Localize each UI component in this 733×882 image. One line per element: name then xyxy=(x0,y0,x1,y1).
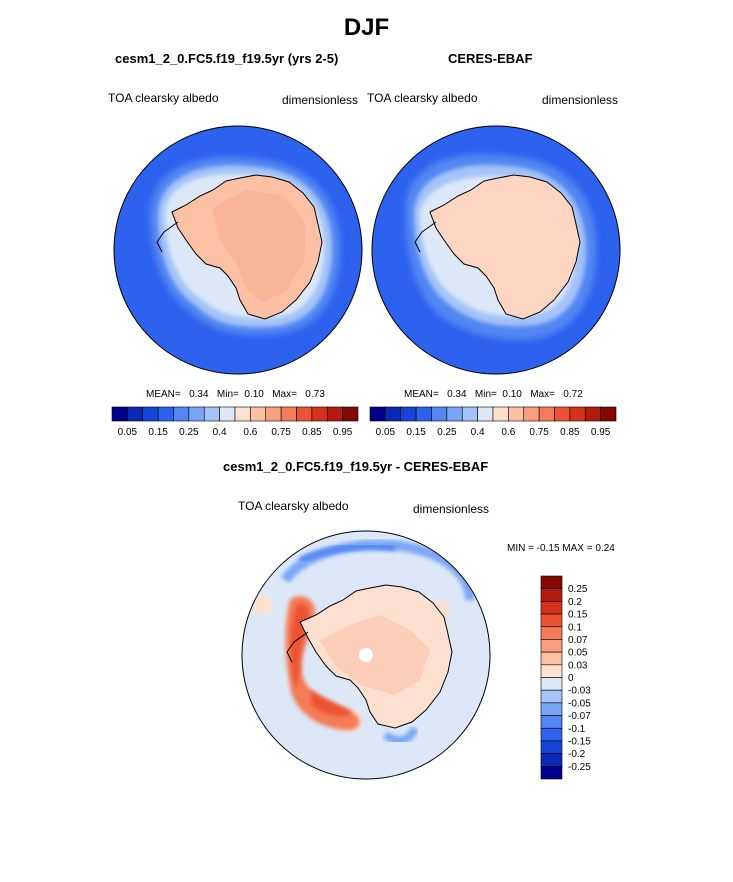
panel-1-units-label: dimensionless xyxy=(282,93,359,107)
colorbar-difference-swatch xyxy=(540,575,563,589)
panel-2-min: 0.10 xyxy=(502,389,522,400)
colorbar-difference-tick-label: -0.25 xyxy=(568,762,591,773)
colorbar-obs-tick-label: 0.85 xyxy=(560,427,580,438)
panel-3-minmax: MIN = -0.15 MAX = 0.24 xyxy=(507,543,615,554)
colorbar-difference-tick-label: -0.07 xyxy=(568,711,591,722)
colorbar-obs-tick-label: 0.05 xyxy=(376,427,396,438)
colorbar-model-swatch xyxy=(342,406,359,422)
colorbar-difference-swatch xyxy=(540,753,563,767)
colorbar-difference-swatch xyxy=(540,689,563,704)
panel-2-max-label: Max= xyxy=(530,389,555,400)
panel-2-variable-label: TOA clearsky albedo xyxy=(367,91,478,105)
panel-2-stats: MEAN= 0.34 Min= 0.10 Max= 0.72 xyxy=(404,389,583,400)
panel-2-units-label: dimensionless xyxy=(542,93,619,107)
colorbar-difference-tick-label: 0.07 xyxy=(568,635,588,646)
colorbar-obs-swatch xyxy=(600,406,617,422)
panel-2-title: CERES-EBAF xyxy=(448,51,533,66)
colorbar-difference-swatch xyxy=(540,715,563,729)
panel-1-stats: MEAN= 0.34 Min= 0.10 Max= 0.73 xyxy=(146,389,325,400)
colorbar-difference-tick-label: 0.2 xyxy=(568,597,582,608)
figure-title: DJF xyxy=(343,14,390,41)
panel-2-min-label: Min= xyxy=(474,389,497,400)
colorbar-difference-tick-label: 0.03 xyxy=(568,660,588,671)
colorbar-difference-tick-label: -0.03 xyxy=(568,686,591,697)
colorbar-difference-swatch xyxy=(540,588,563,602)
colorbar-model-tick-label: 0.85 xyxy=(302,427,322,438)
colorbar-difference-swatch xyxy=(540,639,563,653)
colorbar-model-tick-label: 0.95 xyxy=(333,427,353,438)
panel-1-mean: 0.34 xyxy=(189,389,209,400)
panel-2-mean: 0.34 xyxy=(447,389,467,400)
colorbar-obs-tick-label: 0.75 xyxy=(529,427,549,438)
colorbar-difference-tick-label: -0.15 xyxy=(568,736,591,747)
colorbar-difference-swatch xyxy=(540,727,563,742)
colorbar-difference-tick-label: -0.1 xyxy=(568,724,586,735)
colorbar-difference-tick-label: 0 xyxy=(568,673,574,684)
colorbar-obs-tick-label: 0.25 xyxy=(437,427,457,438)
colorbar-difference-swatch xyxy=(540,601,563,615)
colorbar-model-tick-label: 0.4 xyxy=(213,427,227,438)
panel-1-min-label: Min= xyxy=(216,389,239,400)
panel-2-mean-label: MEAN= xyxy=(404,389,439,400)
panel-1-max-label: Max= xyxy=(272,389,297,400)
panel-1-min: 0.10 xyxy=(244,389,264,400)
colorbar-model-tick-label: 0.25 xyxy=(179,427,199,438)
colorbar-difference-swatch xyxy=(540,651,563,666)
panel-1-mean-label: MEAN= xyxy=(146,389,181,400)
colorbar-obs-tick-label: 0.6 xyxy=(501,427,515,438)
colorbar-difference-swatch xyxy=(540,626,563,640)
colorbar-model-tick-label: 0.05 xyxy=(118,427,138,438)
colorbar-difference-tick-label: 0.1 xyxy=(568,622,582,633)
panel-1-max: 0.73 xyxy=(305,389,325,400)
panel-3-variable-label: TOA clearsky albedo xyxy=(238,499,349,513)
colorbar-difference-swatch xyxy=(540,613,563,628)
colorbar-difference-swatch xyxy=(540,766,563,780)
colorbar-difference-swatch xyxy=(540,702,563,716)
colorbar-difference-tick-label: 0.25 xyxy=(568,584,588,595)
panel-3-title: cesm1_2_0.FC5.f19_f19.5yr - CERES-EBAF xyxy=(223,459,489,474)
colorbar-difference-tick-label: 0.05 xyxy=(568,648,588,659)
colorbar-model-tick-label: 0.15 xyxy=(148,427,168,438)
panel-2-max: 0.72 xyxy=(563,389,583,400)
colorbar-difference-swatch xyxy=(540,677,563,691)
colorbar-obs-tick-label: 0.15 xyxy=(406,427,426,438)
colorbar-obs-tick-label: 0.95 xyxy=(591,427,611,438)
colorbar-difference-swatch xyxy=(540,740,563,754)
colorbar-difference-tick-label: 0.15 xyxy=(568,610,588,621)
panel-1-title: cesm1_2_0.FC5.f19_f19.5yr (yrs 2-5) xyxy=(115,51,339,66)
colorbar-model-tick-label: 0.6 xyxy=(243,427,257,438)
colorbar-obs-tick-label: 0.4 xyxy=(471,427,485,438)
colorbar-model-tick-label: 0.75 xyxy=(271,427,291,438)
colorbar-difference-tick-label: -0.2 xyxy=(568,749,586,760)
panel-3-units-label: dimensionless xyxy=(413,502,490,516)
colorbar-difference-swatch xyxy=(540,664,563,678)
colorbar-difference-tick-label: -0.05 xyxy=(568,698,591,709)
panel-1-variable-label: TOA clearsky albedo xyxy=(108,91,219,105)
